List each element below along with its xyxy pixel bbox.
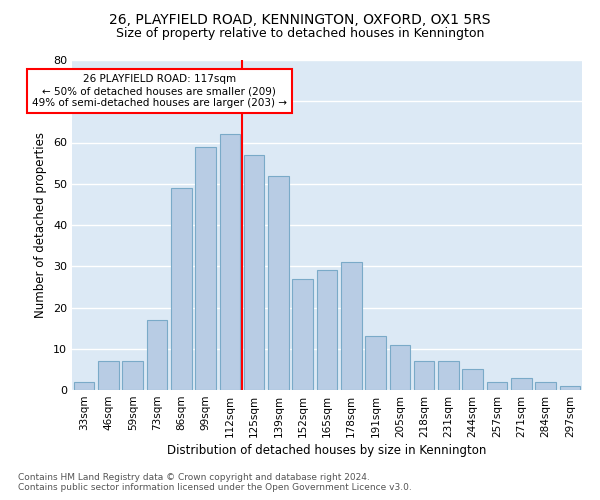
Bar (146, 320, 167, 390)
Bar (389, 344, 410, 390)
Bar (292, 278, 313, 390)
Bar (414, 361, 434, 390)
Bar (365, 336, 386, 390)
Bar (122, 361, 143, 390)
Text: Contains HM Land Registry data © Crown copyright and database right 2024.: Contains HM Land Registry data © Crown c… (18, 474, 370, 482)
Bar (195, 146, 216, 390)
Text: 26 PLAYFIELD ROAD: 117sqm
← 50% of detached houses are smaller (209)
49% of semi: 26 PLAYFIELD ROAD: 117sqm ← 50% of detac… (32, 74, 287, 108)
Text: Size of property relative to detached houses in Kennington: Size of property relative to detached ho… (116, 28, 484, 40)
Bar (535, 382, 556, 390)
Bar (268, 176, 289, 390)
Bar (74, 382, 94, 390)
Bar (487, 382, 508, 390)
Y-axis label: Number of detached properties: Number of detached properties (34, 132, 47, 318)
Bar (317, 270, 337, 390)
Bar (438, 361, 459, 390)
Bar (511, 378, 532, 390)
Bar (244, 155, 265, 390)
Bar (341, 262, 362, 390)
X-axis label: Distribution of detached houses by size in Kennington: Distribution of detached houses by size … (167, 444, 487, 457)
Bar (220, 134, 240, 390)
Bar (171, 188, 191, 390)
Text: Contains public sector information licensed under the Open Government Licence v3: Contains public sector information licen… (18, 484, 412, 492)
Bar (463, 370, 483, 390)
Bar (98, 361, 119, 390)
Text: 26, PLAYFIELD ROAD, KENNINGTON, OXFORD, OX1 5RS: 26, PLAYFIELD ROAD, KENNINGTON, OXFORD, … (109, 12, 491, 26)
Bar (560, 386, 580, 390)
